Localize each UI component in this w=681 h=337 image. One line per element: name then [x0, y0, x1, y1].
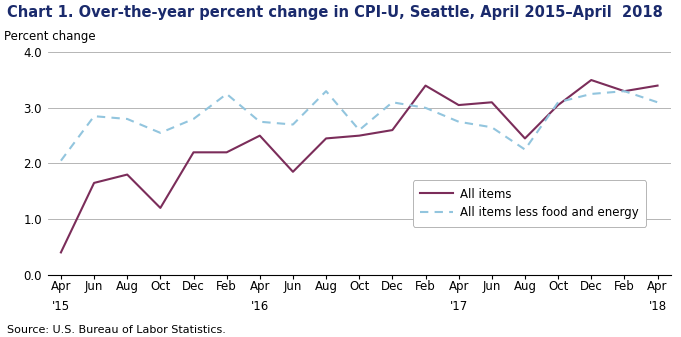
All items less food and energy: [223, 92, 231, 96]
All items: [156, 206, 164, 210]
Line: All items: All items: [61, 80, 658, 252]
All items: [289, 170, 297, 174]
All items less food and energy: [554, 100, 563, 104]
All items: [355, 133, 364, 137]
All items less food and energy: [156, 131, 164, 135]
Text: Chart 1. Over-the-year percent change in CPI-U, Seattle, April 2015–April  2018: Chart 1. Over-the-year percent change in…: [7, 5, 663, 20]
All items: [521, 136, 529, 141]
All items less food and energy: [620, 89, 629, 93]
All items less food and energy: [57, 159, 65, 163]
All items: [654, 84, 662, 88]
Line: All items less food and energy: All items less food and energy: [61, 91, 658, 161]
All items: [255, 133, 264, 137]
All items less food and energy: [189, 117, 197, 121]
All items: [90, 181, 98, 185]
All items less food and energy: [388, 100, 396, 104]
Text: '15: '15: [52, 300, 70, 313]
All items less food and energy: [123, 117, 131, 121]
All items: [554, 103, 563, 107]
All items less food and energy: [90, 114, 98, 118]
All items less food and energy: [654, 100, 662, 104]
Text: Percent change: Percent change: [4, 30, 95, 43]
All items less food and energy: [289, 122, 297, 126]
All items: [388, 128, 396, 132]
All items less food and energy: [255, 120, 264, 124]
All items less food and energy: [521, 148, 529, 152]
All items less food and energy: [355, 128, 364, 132]
All items: [123, 173, 131, 177]
All items less food and energy: [587, 92, 595, 96]
Text: '17: '17: [449, 300, 468, 313]
Text: '16: '16: [251, 300, 269, 313]
All items: [488, 100, 496, 104]
All items: [455, 103, 463, 107]
Text: Source: U.S. Bureau of Labor Statistics.: Source: U.S. Bureau of Labor Statistics.: [7, 325, 225, 335]
Legend: All items, All items less food and energy: All items, All items less food and energ…: [413, 180, 646, 226]
All items: [189, 150, 197, 154]
All items: [620, 89, 629, 93]
Text: '18: '18: [648, 300, 667, 313]
All items: [223, 150, 231, 154]
All items less food and energy: [322, 89, 330, 93]
All items: [57, 250, 65, 254]
All items less food and energy: [422, 106, 430, 110]
All items: [422, 84, 430, 88]
All items: [587, 78, 595, 82]
All items less food and energy: [488, 125, 496, 129]
All items: [322, 136, 330, 141]
All items less food and energy: [455, 120, 463, 124]
